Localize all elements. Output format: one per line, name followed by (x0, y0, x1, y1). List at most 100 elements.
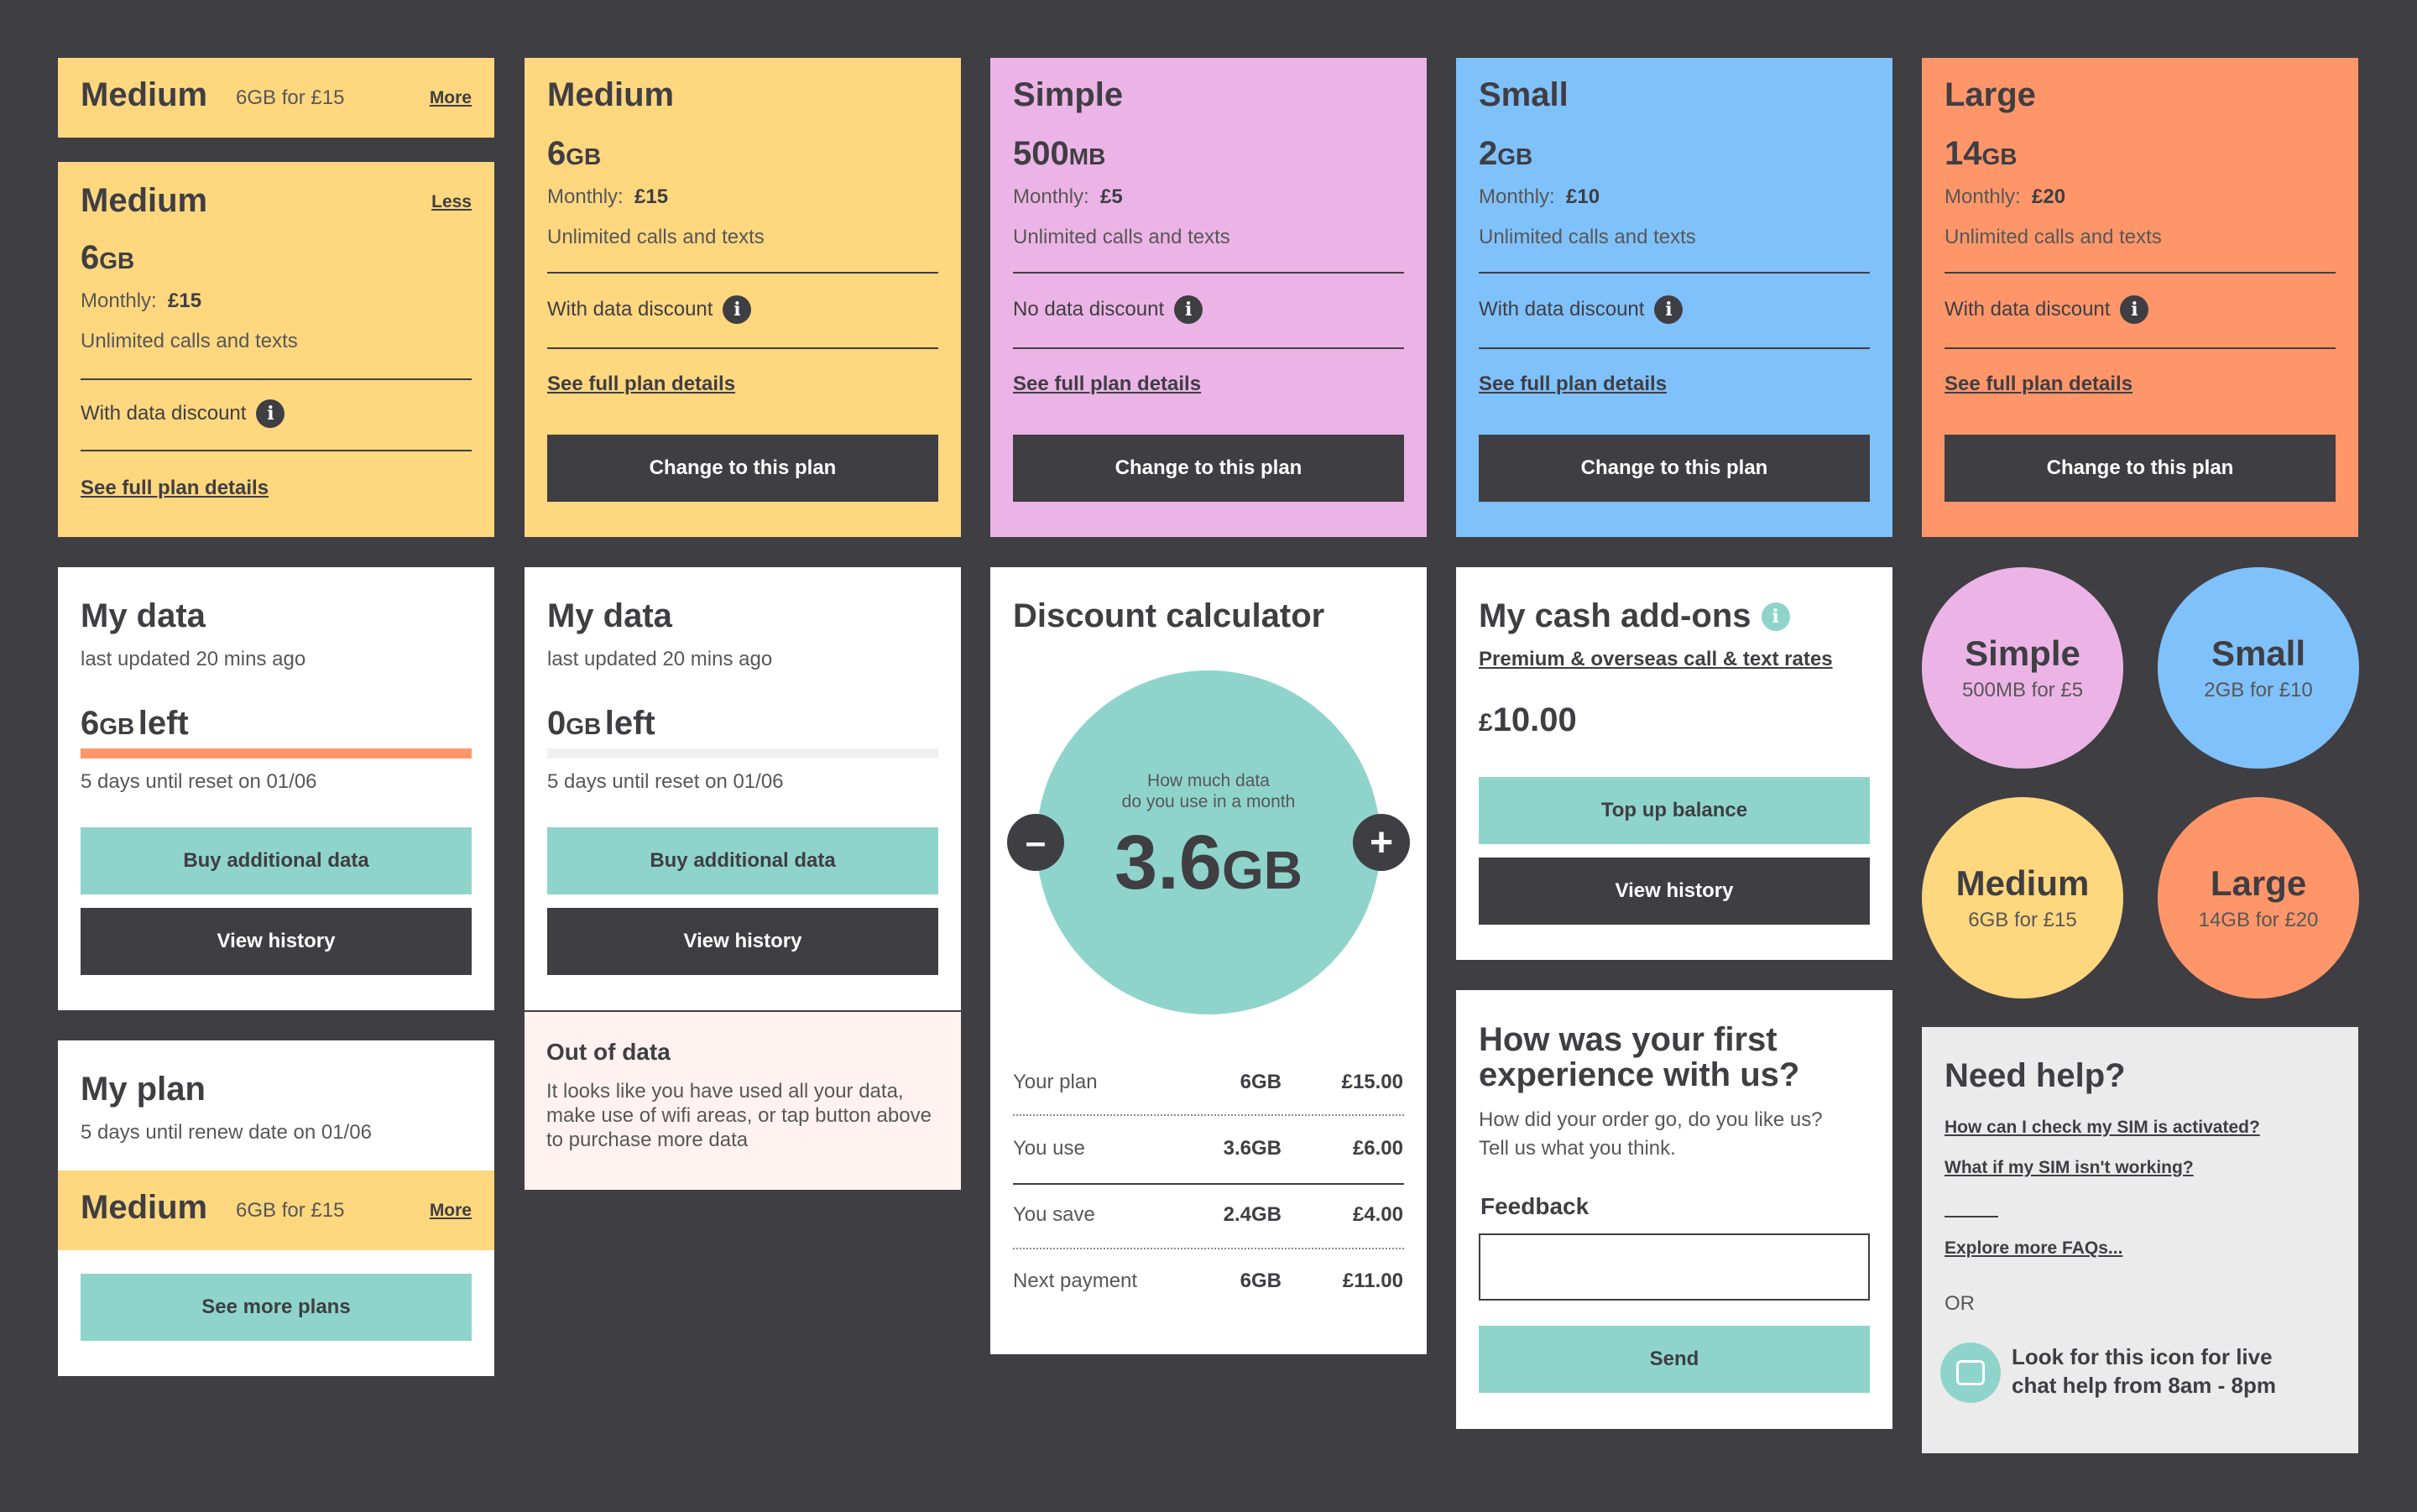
or-separator: OR (1945, 1292, 1975, 1315)
plan-data-amount: 2GB (1479, 135, 1533, 172)
data-left: 6GB left (81, 705, 189, 742)
table-row: Your plan 6GB £15.00 (1013, 1071, 1403, 1093)
info-icon[interactable]: i (2120, 295, 2149, 324)
change-plan-button[interactable]: Change to this plan (1479, 435, 1870, 502)
increase-button[interactable]: + (1353, 814, 1410, 871)
top-up-balance-button[interactable]: Top up balance (1479, 777, 1870, 844)
see-full-plan-details-link[interactable]: See full plan details (547, 373, 736, 395)
view-history-button[interactable]: View history (547, 908, 938, 975)
notice-title: Out of data (546, 1039, 671, 1065)
plan-calls: Unlimited calls and texts (1479, 226, 1696, 248)
card-title: Need help? (1945, 1057, 2126, 1094)
feedback-label: Feedback (1480, 1193, 1590, 1219)
send-button[interactable]: Send (1479, 1326, 1870, 1393)
info-icon[interactable]: i (1174, 295, 1203, 324)
faq-link-sim-activated[interactable]: How can I check my SIM is activated? (1945, 1118, 2260, 1137)
data-left: 0GB left (547, 705, 655, 742)
plan-calls: Unlimited calls and texts (81, 330, 298, 352)
card-title: My plan (81, 1071, 206, 1108)
table-row: You use 3.6GB £6.00 (1013, 1137, 1403, 1160)
out-of-data-notice: Out of data It looks like you have used … (525, 1012, 961, 1190)
change-plan-button[interactable]: Change to this plan (1013, 435, 1404, 502)
plan-circle-small[interactable]: Small 2GB for £10 (2158, 567, 2359, 769)
current-plan-strip: Medium 6GB for £15 More (58, 1170, 494, 1250)
divider (81, 378, 472, 380)
faq-link-sim-not-working[interactable]: What if my SIM isn't working? (1945, 1158, 2194, 1177)
divider (1479, 347, 1870, 349)
data-usage-dial: How much data do you use in a month 3.6G… (1036, 670, 1381, 1014)
buy-additional-data-button[interactable]: Buy additional data (547, 827, 938, 894)
plan-circle-medium[interactable]: Medium 6GB for £15 (1922, 797, 2123, 998)
help-card: Need help? How can I check my SIM is act… (1922, 1027, 2358, 1453)
plan-discount: No data discount i (1013, 295, 1203, 325)
plan-discount: With data discount i (1479, 295, 1684, 325)
plan-card-expanded-medium: Medium Less 6GB Monthly: £15 Unlimited c… (58, 162, 494, 537)
dial-prompt: How much data do you use in a month (1121, 770, 1296, 811)
feedback-input[interactable] (1479, 1233, 1870, 1301)
card-title: My cash add-ons i (1479, 597, 1790, 635)
divider (1013, 1183, 1404, 1185)
plan-discount: With data discount i (547, 295, 752, 325)
divider (1013, 1248, 1404, 1249)
last-updated: last updated 20 mins ago (547, 648, 773, 670)
plan-monthly: Monthly: £15 (81, 289, 202, 312)
plan-calls: Unlimited calls and texts (1013, 226, 1230, 248)
plan-summary: 6GB for £15 (236, 86, 345, 109)
info-icon[interactable]: i (256, 399, 285, 428)
see-full-plan-details-link[interactable]: See full plan details (1479, 373, 1668, 395)
premium-rates-link[interactable]: Premium & overseas call & text rates (1479, 648, 1833, 670)
renew-info: 5 days until renew date on 01/06 (81, 1121, 372, 1144)
plan-card-collapsed-medium: Medium 6GB for £15 More (58, 58, 494, 138)
info-icon[interactable]: i (1761, 602, 1790, 631)
see-more-plans-button[interactable]: See more plans (81, 1274, 472, 1341)
card-title: Discount calculator (1013, 597, 1325, 634)
less-toggle-link[interactable]: Less (431, 192, 472, 211)
table-row: You save 2.4GB £4.00 (1013, 1203, 1403, 1226)
buy-additional-data-button[interactable]: Buy additional data (81, 827, 472, 894)
plan-data-amount: 14GB (1945, 135, 2018, 172)
reset-info: 5 days until reset on 01/06 (81, 770, 317, 793)
plan-discount: With data discount i (81, 399, 285, 429)
chat-bubble-icon (1956, 1360, 1985, 1385)
reset-info: 5 days until reset on 01/06 (547, 770, 784, 793)
info-icon[interactable]: i (723, 295, 752, 324)
plan-title: Small (1479, 76, 1569, 113)
plan-circle-simple[interactable]: Simple 500MB for £5 (1922, 567, 2123, 769)
view-history-button[interactable]: View history (1479, 858, 1870, 925)
cash-addons-card: My cash add-ons i Premium & overseas cal… (1456, 567, 1892, 960)
see-full-plan-details-link[interactable]: See full plan details (1945, 373, 2133, 395)
plan-calls: Unlimited calls and texts (547, 226, 765, 248)
explore-faqs-link[interactable]: Explore more FAQs... (1945, 1238, 2123, 1258)
divider (1479, 272, 1870, 274)
see-full-plan-details-link[interactable]: See full plan details (1013, 373, 1202, 395)
change-plan-button[interactable]: Change to this plan (547, 435, 938, 502)
feedback-subtitle: How did your order go, do you like us? T… (1479, 1108, 1823, 1160)
divider (81, 450, 472, 451)
plan-discount: With data discount i (1945, 295, 2149, 325)
view-history-button[interactable]: View history (81, 908, 472, 975)
divider (547, 272, 938, 274)
info-icon[interactable]: i (1654, 295, 1684, 324)
plan-card-simple: Simple 500MB Monthly: £5 Unlimited calls… (990, 58, 1427, 537)
chat-icon[interactable] (1940, 1343, 2001, 1403)
plan-title: Medium (81, 76, 208, 113)
divider (547, 347, 938, 349)
plan-title: Simple (1013, 76, 1124, 113)
divider (1013, 347, 1404, 349)
plan-monthly: Monthly: £20 (1945, 185, 2066, 208)
more-toggle-link[interactable]: More (429, 1201, 472, 1220)
discount-calculator-card: Discount calculator How much data do you… (990, 567, 1427, 1354)
more-toggle-link[interactable]: More (429, 88, 472, 107)
plan-summary: 6GB for £15 (236, 1199, 345, 1222)
see-full-plan-details-link[interactable]: See full plan details (81, 477, 269, 499)
my-plan-card: My plan 5 days until renew date on 01/06… (58, 1040, 494, 1376)
balance-amount: £10.00 (1479, 701, 1577, 738)
divider (1945, 347, 2336, 349)
data-progress-bar (547, 748, 938, 759)
notice-text: It looks like you have used all your dat… (546, 1080, 932, 1151)
change-plan-button[interactable]: Change to this plan (1945, 435, 2336, 502)
decrease-button[interactable]: – (1007, 814, 1064, 871)
plan-circle-large[interactable]: Large 14GB for £20 (2158, 797, 2359, 998)
plan-title: Medium (547, 76, 675, 113)
plan-card-small: Small 2GB Monthly: £10 Unlimited calls a… (1456, 58, 1892, 537)
